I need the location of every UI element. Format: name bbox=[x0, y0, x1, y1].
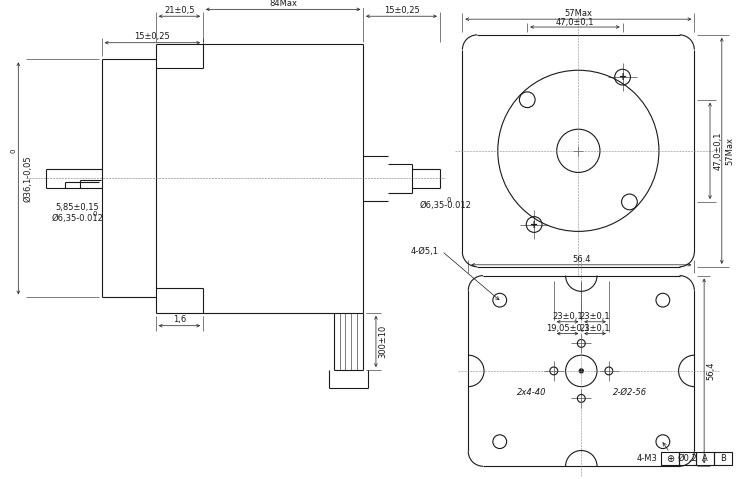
Text: 15±0,25: 15±0,25 bbox=[134, 33, 170, 41]
Text: 15±0,25: 15±0,25 bbox=[383, 6, 419, 15]
Text: A: A bbox=[702, 455, 708, 463]
Bar bbox=[679, 453, 696, 465]
Text: 21±0,5: 21±0,5 bbox=[164, 6, 195, 15]
Text: 4-M3: 4-M3 bbox=[637, 455, 658, 463]
Text: Ø6,35-0.012: Ø6,35-0.012 bbox=[419, 201, 471, 210]
Text: 23±0,1: 23±0,1 bbox=[552, 312, 583, 321]
Text: 5,85±0,15: 5,85±0,15 bbox=[55, 203, 99, 212]
Text: 84Max: 84Max bbox=[269, 0, 297, 8]
Text: 47,0±0,1: 47,0±0,1 bbox=[713, 132, 722, 170]
Text: 56.4: 56.4 bbox=[572, 255, 591, 264]
Text: 300±10: 300±10 bbox=[378, 325, 387, 358]
Text: 57Max: 57Max bbox=[725, 137, 734, 165]
Text: 2-Ø2-56: 2-Ø2-56 bbox=[613, 388, 648, 397]
Text: 0: 0 bbox=[10, 148, 16, 153]
Bar bbox=[714, 453, 732, 465]
Text: 47,0±0,1: 47,0±0,1 bbox=[556, 18, 594, 27]
Text: B: B bbox=[720, 455, 726, 463]
Text: Ø6,35-0.012: Ø6,35-0.012 bbox=[51, 214, 103, 223]
Text: 0: 0 bbox=[447, 197, 451, 203]
Text: 57Max: 57Max bbox=[565, 9, 592, 18]
Text: Ø0,2: Ø0,2 bbox=[677, 455, 698, 463]
Text: 23±0,1: 23±0,1 bbox=[580, 324, 610, 333]
Text: 56,4: 56,4 bbox=[706, 362, 715, 380]
Text: 23±0,1: 23±0,1 bbox=[580, 312, 610, 321]
Text: 2x4-40: 2x4-40 bbox=[518, 388, 547, 397]
Text: ⊕: ⊕ bbox=[665, 454, 674, 464]
Text: +: + bbox=[530, 219, 538, 229]
Bar bbox=[696, 453, 714, 465]
Text: 1,6: 1,6 bbox=[173, 315, 186, 324]
Text: Ø36,1-0,05: Ø36,1-0,05 bbox=[24, 155, 33, 202]
Text: +: + bbox=[618, 72, 627, 82]
Text: 4-Ø5,1: 4-Ø5,1 bbox=[411, 247, 439, 255]
Circle shape bbox=[580, 369, 583, 373]
Text: 0: 0 bbox=[93, 211, 98, 217]
Bar bbox=[661, 453, 679, 465]
Text: 19,05±0,1: 19,05±0,1 bbox=[546, 324, 589, 333]
